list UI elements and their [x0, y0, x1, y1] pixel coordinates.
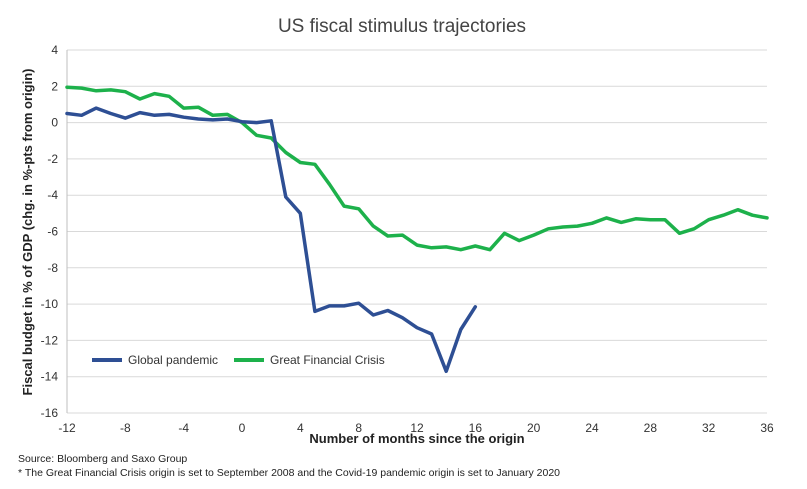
source-note: Source: Bloomberg and Saxo Group	[18, 453, 188, 465]
x-tick-label: 28	[644, 421, 658, 435]
x-tick-label: 36	[760, 421, 774, 435]
y-tick-label: -6	[47, 225, 58, 239]
series-lines	[65, 85, 769, 374]
x-tick-label: 20	[527, 421, 541, 435]
y-tick-label: 4	[51, 43, 58, 57]
legend-label-global-pandemic: Global pandemic	[128, 353, 218, 367]
y-tick-label: -4	[47, 188, 58, 202]
y-tick-label: -10	[41, 297, 59, 311]
y-tick-label: -16	[41, 406, 59, 420]
x-tick-label: 12	[410, 421, 424, 435]
x-tick-label: 4	[297, 421, 304, 435]
x-tick-label: -4	[178, 421, 189, 435]
x-tick-label: 32	[702, 421, 716, 435]
y-tick-label: -8	[47, 261, 58, 275]
x-tick-label: -8	[120, 421, 131, 435]
x-tick-label: 24	[585, 421, 599, 435]
x-tick-label: 8	[355, 421, 362, 435]
legend-label-great-financial-crisis: Great Financial Crisis	[270, 353, 385, 367]
series-line-great-financial-crisis	[65, 85, 769, 252]
y-tick-label: 2	[51, 79, 58, 93]
legend: Global pandemic Great Financial Crisis	[92, 353, 385, 367]
y-axis-label: Fiscal budget in % of GDP (chg. in %-pts…	[20, 69, 35, 396]
chart-title: US fiscal stimulus trajectories	[278, 16, 526, 37]
y-axis-ticks: 4 2 0 -2 -4 -6 -8 -10 -12 -14 -16	[41, 43, 59, 420]
gridlines	[66, 49, 767, 414]
x-tick-label: 16	[469, 421, 483, 435]
footnote: * The Great Financial Crisis origin is s…	[18, 467, 561, 479]
x-tick-label: 0	[239, 421, 246, 435]
y-tick-label: 0	[51, 116, 58, 130]
y-tick-label: -12	[41, 333, 59, 347]
series-line-global-pandemic	[65, 106, 478, 374]
x-axis-label: Number of months since the origin	[309, 431, 524, 446]
x-tick-label: -12	[58, 421, 76, 435]
line-chart: US fiscal stimulus trajectories -12 -8 -4 0…	[20, 16, 774, 446]
y-tick-label: -2	[47, 152, 58, 166]
x-axis-ticks: -12 -8 -4 0 4 8 12 16 20 24 28 32 36	[58, 421, 774, 435]
y-tick-label: -14	[41, 370, 59, 384]
